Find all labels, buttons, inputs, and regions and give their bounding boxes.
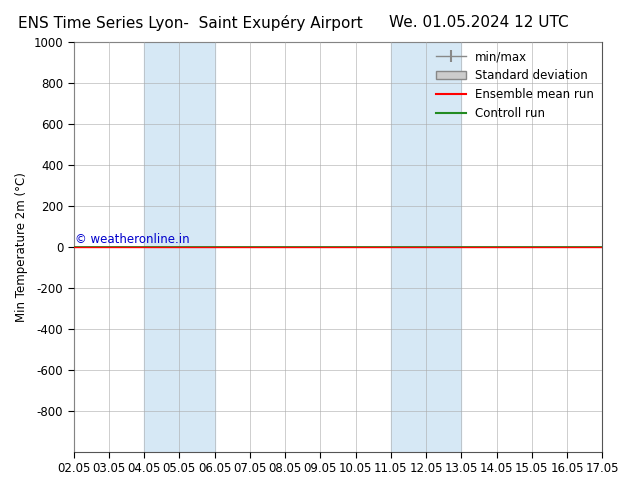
Bar (144, 42, 214, 452)
Y-axis label: Min Temperature 2m (°C): Min Temperature 2m (°C) (15, 172, 28, 322)
Text: We. 01.05.2024 12 UTC: We. 01.05.2024 12 UTC (389, 15, 569, 30)
Text: © weatheronline.in: © weatheronline.in (75, 233, 190, 245)
Legend: min/max, Standard deviation, Ensemble mean run, Controll run: min/max, Standard deviation, Ensemble me… (431, 46, 598, 125)
Bar (391, 42, 462, 452)
Text: ENS Time Series Lyon-  Saint Exupéry Airport: ENS Time Series Lyon- Saint Exupéry Airp… (18, 15, 363, 31)
